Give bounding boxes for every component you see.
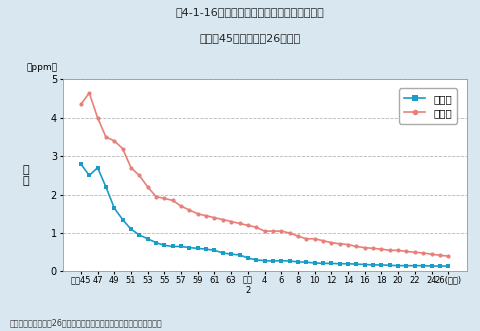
Text: 濃
度: 濃 度	[23, 165, 29, 186]
Text: 図4-1-16　一酸化炭素濃度の年平均値の推移: 図4-1-16 一酸化炭素濃度の年平均値の推移	[175, 7, 324, 17]
Text: （ppm）: （ppm）	[26, 63, 57, 72]
Legend: 一般局, 自排局: 一般局, 自排局	[398, 88, 456, 123]
Text: 資料：環境省「平成26年度大気汚染状況について（報道発表資料）」: 資料：環境省「平成26年度大気汚染状況について（報道発表資料）」	[10, 319, 162, 328]
Text: （昭和45年度〜平成26年度）: （昭和45年度〜平成26年度）	[199, 33, 300, 43]
